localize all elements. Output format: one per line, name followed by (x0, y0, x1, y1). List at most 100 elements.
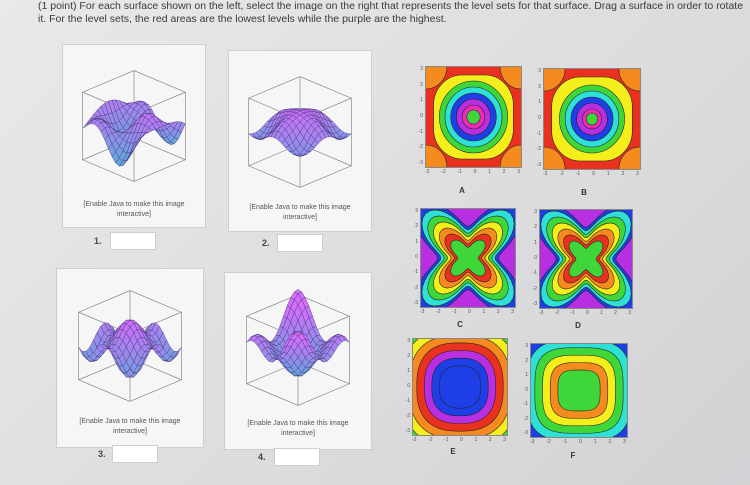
y-tick-label: -1 (532, 270, 537, 277)
surface-caption-3: [Enable Java to make this image interacti… (79, 418, 181, 435)
x-tick-label: -1 (575, 171, 581, 177)
y-tick-label: -3 (413, 299, 418, 306)
y-tick-label: -3 (532, 300, 537, 307)
answer-input-3[interactable] (112, 445, 158, 463)
y-tick-label: -1 (405, 398, 410, 404)
y-tick-label: 0 (415, 253, 418, 260)
answer-input-4[interactable] (274, 448, 320, 466)
surface-plot-4[interactable] (225, 273, 371, 415)
surface-panel-4[interactable]: [Enable Java to make this image interacti… (224, 272, 372, 450)
x-tick-label: 1 (606, 171, 610, 177)
contour-plot-a[interactable] (425, 66, 522, 168)
x-tick-label: -2 (436, 309, 441, 315)
y-tick-label: 2 (538, 83, 541, 90)
x-tick-label: 0 (468, 309, 471, 315)
x-tick-label: 2 (496, 309, 500, 315)
x-tick-label: -1 (444, 437, 449, 443)
x-tick-label: -2 (559, 171, 564, 177)
y-tick-label: 0 (538, 114, 541, 121)
x-axis-ticks: -3 -2 -1 0 1 2 3 (425, 169, 520, 177)
surface-panel-2[interactable]: [Enable Java to make this image interacti… (228, 50, 372, 232)
contour-plot-e[interactable] (412, 338, 508, 436)
x-axis-ticks: -3 -2 -1 0 1 2 3 (530, 439, 626, 447)
surface-caption-1: [Enable Java to make this image interacti… (83, 201, 185, 218)
contour-star-band (568, 240, 604, 278)
x-tick-label: 2 (621, 171, 625, 177)
contour-ring (466, 109, 481, 125)
x-tick-label: 0 (460, 437, 463, 443)
y-tick-label: 3 (420, 66, 423, 72)
y-tick-label: 2 (415, 223, 418, 230)
surface-plot-1[interactable] (63, 45, 205, 195)
x-tick-label: 2 (614, 310, 617, 316)
surface-mesh (78, 319, 182, 378)
contour-corner-band (426, 67, 448, 90)
contour-ring (585, 112, 599, 126)
x-tick-label: 2 (608, 439, 612, 445)
contour-star-band (450, 239, 486, 277)
y-tick-label: 1 (415, 238, 418, 245)
contour-corner-band (544, 69, 566, 92)
y-tick-label: 3 (534, 209, 537, 215)
y-tick-label: 2 (534, 224, 537, 231)
contour-corner-band (618, 146, 640, 169)
y-axis-ticks: 3 2 1 0 -1 -2 -3 (518, 343, 528, 436)
y-axis-ticks: 3 2 1 0 -1 -2 -3 (527, 209, 537, 307)
answer-input-1[interactable] (110, 232, 156, 250)
contour-corner-band (426, 144, 448, 167)
x-tick-label: 0 (592, 171, 595, 177)
x-tick-label: -2 (428, 437, 433, 443)
x-tick-label: 3 (623, 439, 626, 445)
contour-plot-f[interactable] (530, 343, 628, 438)
y-tick-label: 0 (534, 254, 537, 261)
answer-input-2[interactable] (277, 234, 323, 252)
y-axis-ticks: 3 2 1 0 -1 -2 -3 (400, 338, 410, 434)
surface-panel-3[interactable]: [Enable Java to make this image interacti… (56, 268, 204, 448)
surface-mesh (248, 108, 352, 157)
x-tick-label: -3 (425, 169, 430, 175)
x-tick-label: 0 (586, 310, 589, 316)
contour-plot-c[interactable] (420, 208, 516, 308)
contour-square-band (439, 365, 481, 409)
x-axis-ticks: -3 -2 -1 0 1 2 3 (412, 437, 506, 445)
x-tick-label: -1 (570, 310, 575, 316)
y-tick-label: 0 (407, 383, 410, 389)
x-axis-ticks: -3 -2 -1 0 1 2 3 (539, 310, 631, 318)
y-tick-label: 0 (420, 112, 423, 119)
y-tick-label: 1 (420, 97, 423, 104)
x-axis-ticks: -3 -2 -1 0 1 2 3 (543, 171, 639, 179)
surface-caption-4: [Enable Java to make this image interacti… (247, 420, 349, 437)
y-tick-label: 2 (407, 353, 410, 359)
contour-plot-b[interactable] (543, 68, 641, 170)
x-tick-label: 2 (488, 437, 492, 443)
y-tick-label: 1 (538, 99, 541, 106)
answer-number-3: 3. (98, 449, 106, 459)
x-tick-label: -1 (452, 309, 457, 315)
answer-number-4: 4. (258, 452, 266, 462)
x-tick-label: -3 (539, 310, 544, 316)
y-tick-label: 3 (525, 343, 528, 349)
y-tick-label: -2 (532, 285, 537, 292)
instructions-text: (1 point) For each surface shown on the … (38, 0, 744, 25)
x-tick-label: 1 (600, 310, 603, 316)
surface-plot-3[interactable] (57, 269, 203, 411)
x-tick-label: 0 (473, 169, 477, 175)
x-tick-label: 3 (628, 310, 631, 316)
contour-plot-d[interactable] (539, 209, 633, 309)
contour-label-a: A (459, 186, 465, 195)
y-tick-label: 3 (415, 208, 418, 214)
y-tick-label: -1 (536, 130, 541, 137)
y-tick-label: 2 (525, 357, 528, 364)
x-tick-label: -1 (457, 169, 462, 175)
x-tick-label: -3 (530, 439, 535, 445)
x-tick-label: -3 (420, 309, 425, 315)
contour-label-b: B (581, 188, 587, 197)
surface-panel-1[interactable]: [Enable Java to make this image interacti… (62, 44, 206, 228)
x-tick-label: -2 (554, 310, 560, 316)
contour-label-c: C (457, 320, 463, 329)
y-tick-label: -1 (523, 401, 528, 407)
x-tick-label: 1 (474, 437, 478, 443)
contour-corner-band (544, 146, 566, 169)
surface-mesh (82, 99, 186, 167)
surface-plot-2[interactable] (229, 51, 371, 201)
